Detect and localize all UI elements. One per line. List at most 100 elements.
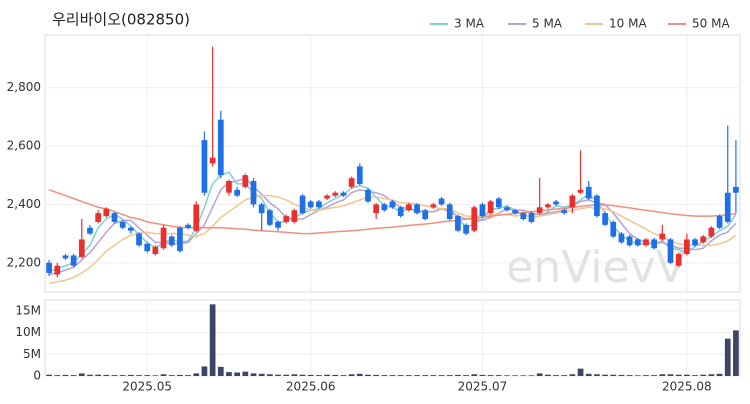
candle-body: [226, 181, 232, 193]
volume-bar: [528, 375, 535, 376]
candle-body: [724, 192, 731, 222]
candle-body: [70, 255, 77, 266]
volume-bar: [119, 375, 126, 376]
candle-body: [356, 166, 363, 184]
volume-bar: [446, 375, 453, 376]
volume-bar: [577, 368, 584, 376]
candle-body: [234, 189, 241, 196]
candle-body: [283, 216, 290, 222]
y-tick-label: 2,800: [7, 80, 41, 94]
volume-bar: [651, 375, 658, 376]
candle-body: [152, 246, 159, 255]
legend-label: 3 MA: [454, 17, 485, 31]
candle-body: [659, 233, 666, 240]
volume-bar: [283, 374, 290, 376]
candle-body: [95, 213, 102, 222]
y-tick-label: 0: [33, 369, 41, 383]
volume-bar: [430, 375, 437, 376]
volume-bar: [479, 374, 486, 376]
candle-body: [291, 210, 298, 222]
volume-bar: [217, 366, 224, 376]
volume-bar: [332, 374, 339, 376]
candle-body: [299, 195, 306, 214]
volume-bar: [544, 374, 551, 376]
candle-body: [389, 201, 396, 208]
candle-body: [87, 227, 93, 234]
candle-body: [610, 221, 617, 237]
candle-body: [397, 207, 404, 217]
candle-body: [585, 186, 592, 199]
volume-bar: [62, 374, 69, 376]
volume-bar: [95, 374, 102, 376]
volume-bar: [733, 330, 739, 376]
volume-bar: [708, 374, 715, 376]
candle-body: [634, 239, 641, 246]
volume-bar: [70, 375, 77, 376]
volume-bar: [405, 375, 412, 376]
volume-bar: [160, 374, 167, 376]
volume-bar: [471, 374, 478, 376]
volume-bar: [602, 374, 608, 376]
volume-bar: [536, 373, 543, 376]
candle-body: [54, 265, 61, 275]
volume-bar: [414, 375, 420, 376]
candle-body: [471, 207, 478, 231]
volume-bar: [365, 374, 371, 376]
candle-body: [266, 210, 273, 225]
volume-bar: [46, 374, 52, 376]
volume-bar: [226, 372, 232, 376]
y-tick-label: 10M: [15, 325, 41, 339]
candle-body: [692, 239, 698, 246]
volume-bar: [683, 374, 690, 376]
candle-body: [512, 210, 519, 214]
volume-bar: [291, 374, 298, 376]
y-tick-label: 2,200: [7, 255, 41, 269]
candle-body: [683, 239, 690, 255]
volume-bar: [103, 374, 110, 376]
volume-bar: [618, 374, 625, 376]
volume-bar: [54, 375, 61, 376]
volume-bar: [659, 374, 666, 376]
candle-body: [324, 195, 330, 199]
volume-bar: [87, 374, 93, 376]
candle-body: [594, 195, 600, 217]
volume-bar: [250, 373, 257, 376]
candle-body: [479, 204, 486, 217]
candle-body: [446, 204, 453, 219]
volume-bar: [381, 375, 388, 376]
candle-body: [62, 255, 69, 259]
volume-bar: [667, 374, 674, 376]
volume-bar: [397, 375, 404, 376]
candle-body: [577, 189, 584, 193]
candle-body: [520, 213, 527, 219]
volume-bar: [553, 375, 559, 376]
volume-bar: [234, 372, 241, 376]
volume-bar: [643, 375, 649, 376]
volume-bar: [324, 374, 330, 376]
candle-body: [332, 192, 339, 196]
volume-bar: [455, 374, 461, 376]
candle-body: [405, 204, 412, 211]
volume-bar: [594, 374, 600, 376]
volume-bar: [177, 374, 183, 376]
volume-bar: [136, 375, 142, 376]
candle-body: [201, 140, 208, 193]
candle-body: [136, 233, 142, 246]
candle-body: [643, 239, 649, 246]
volume-bar: [127, 374, 134, 376]
candle-body: [675, 254, 682, 266]
candle-body: [504, 207, 510, 211]
moving-average-line: [48, 189, 737, 235]
candle-body: [127, 227, 134, 231]
candle-body: [569, 195, 576, 208]
candle-body: [455, 216, 461, 231]
x-tick-label: 2025.05: [122, 380, 172, 394]
volume-bar: [168, 375, 175, 376]
candle-body: [667, 239, 674, 263]
candle-body: [430, 204, 437, 208]
volume-bar: [78, 373, 85, 376]
candle-body: [185, 224, 191, 228]
volume-bar: [209, 304, 216, 376]
candle-body: [193, 204, 200, 231]
candle-body: [111, 213, 118, 222]
